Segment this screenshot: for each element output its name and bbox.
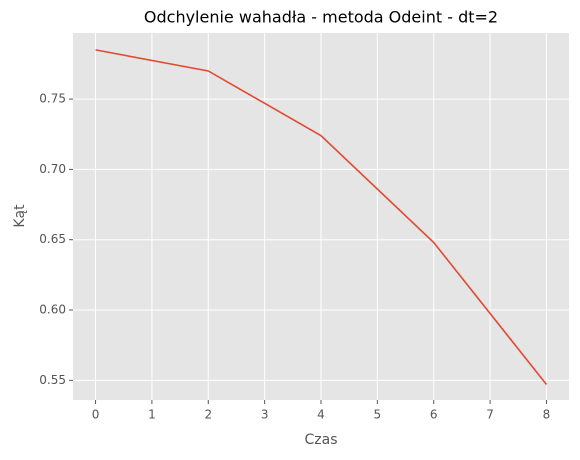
x-tick-label: 3	[261, 408, 269, 422]
x-tick-label: 1	[148, 408, 156, 422]
chart-title: Odchylenie wahadła - metoda Odeint - dt=…	[144, 8, 498, 27]
x-axis-label: Czas	[305, 432, 338, 448]
x-tick-label: 8	[543, 408, 551, 422]
y-tick-label: 0.55	[39, 373, 66, 387]
x-tick-label: 2	[204, 408, 212, 422]
y-tick-label: 0.70	[39, 162, 66, 176]
x-tick-label: 5	[374, 408, 382, 422]
y-tick-label: 0.60	[39, 303, 66, 317]
y-axis-label: Kąt	[12, 204, 28, 228]
x-tick-label: 4	[317, 408, 325, 422]
x-tick-label: 7	[486, 408, 494, 422]
x-tick-label: 6	[430, 408, 438, 422]
y-tick-label: 0.65	[39, 232, 66, 246]
y-tick-label: 0.75	[39, 92, 66, 106]
x-tick-label: 0	[92, 408, 100, 422]
line	[95, 49, 548, 386]
